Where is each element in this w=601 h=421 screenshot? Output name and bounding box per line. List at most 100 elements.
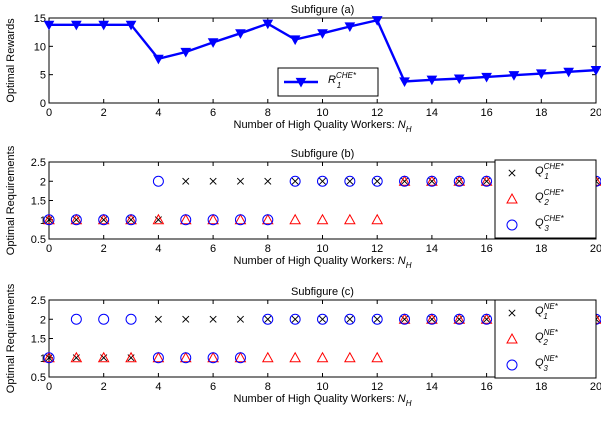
data-point <box>480 175 493 186</box>
y-tick-label: 0.5 <box>31 234 46 246</box>
data-point <box>399 77 410 87</box>
series-3 <box>43 175 601 226</box>
data-point <box>153 54 164 65</box>
data-point <box>317 175 328 187</box>
legend-marker <box>508 169 516 177</box>
data-point <box>289 313 301 325</box>
x-axis-label: Number of High Quality Workers: NH <box>234 255 412 270</box>
x-tick-label: 0 <box>46 107 52 119</box>
legend-label: RCHE* 1 <box>328 71 357 90</box>
data-point <box>398 313 411 324</box>
data-point <box>563 67 574 78</box>
x-tick-label: 20 <box>590 381 601 393</box>
data-point <box>152 351 165 363</box>
data-point <box>344 313 356 325</box>
data-point <box>125 214 137 226</box>
data-point <box>426 313 438 325</box>
series-3 <box>43 313 601 364</box>
data-point <box>179 351 192 363</box>
x-tick-label: 18 <box>535 243 547 255</box>
x-tick-label: 0 <box>46 381 52 393</box>
data-point <box>125 213 137 225</box>
y-tick-label: 1 <box>40 353 46 365</box>
data-point <box>152 175 164 187</box>
data-point <box>207 214 219 226</box>
series-1 <box>45 315 600 362</box>
data-point <box>453 175 466 186</box>
data-point <box>344 22 356 33</box>
data-point <box>453 313 466 324</box>
data-point <box>317 313 328 325</box>
y-tick-label: 2 <box>40 176 46 188</box>
data-point <box>70 351 83 363</box>
x-tick-label: 4 <box>155 107 161 119</box>
data-point <box>98 214 110 226</box>
data-point <box>346 315 354 323</box>
legend-marker <box>295 77 307 88</box>
x-tick-label: 14 <box>426 243 438 255</box>
data-point <box>125 20 137 31</box>
x-tick-label: 10 <box>316 243 328 255</box>
data-point <box>125 313 137 325</box>
data-point <box>234 351 247 363</box>
legend-label: QNE* 3 <box>535 354 559 373</box>
data-point <box>344 175 356 187</box>
x-tick-label: 6 <box>210 107 216 119</box>
legend-marker <box>506 359 518 371</box>
y-tick-label: 10 <box>34 41 46 53</box>
data-point <box>371 351 384 363</box>
data-point <box>98 313 110 325</box>
data-point <box>97 213 110 225</box>
subfigure-c: 0 2 4 6 8 10 12 14 16 18 20 0.5 1 1.5 2 2.5 Subfigure (c… <box>5 283 601 408</box>
data-point <box>180 47 192 58</box>
legend: QNE* 1 QNE* 2 QNE* 3 <box>494 299 597 379</box>
data-point <box>262 313 274 325</box>
data-point <box>317 29 328 39</box>
data-point <box>43 351 55 363</box>
x-tick-label: 20 <box>590 107 601 119</box>
data-point <box>182 315 190 323</box>
x-axis-label: Number of High Quality Workers: NH <box>234 119 412 134</box>
data-point <box>373 177 381 185</box>
data-point <box>289 35 301 46</box>
data-point <box>371 175 383 187</box>
data-point <box>43 213 55 225</box>
data-point <box>71 20 82 31</box>
data-point <box>262 19 274 30</box>
y-tick-label: 1.5 <box>31 196 46 208</box>
y-tick-label: 2 <box>40 314 46 326</box>
x-tick-label: 12 <box>371 381 383 393</box>
data-point <box>535 69 547 80</box>
legend-label: QNE* 2 <box>535 328 559 347</box>
data-point <box>453 175 465 187</box>
data-point <box>236 177 245 185</box>
x-tick-label: 8 <box>265 243 271 255</box>
data-point <box>235 29 246 39</box>
data-point <box>508 71 520 81</box>
data-point <box>180 352 192 364</box>
data-point <box>344 213 356 225</box>
data-point <box>399 313 411 325</box>
series-2 <box>43 175 601 225</box>
data-point <box>207 213 219 225</box>
legend-marker <box>506 192 518 204</box>
data-point <box>481 313 493 325</box>
data-point <box>453 313 465 325</box>
x-tick-label: 14 <box>426 107 438 119</box>
x-tick-label: 8 <box>265 107 271 119</box>
data-point <box>289 351 301 363</box>
data-point <box>398 175 411 186</box>
data-point <box>261 351 274 363</box>
chart-title: Subfigure (b) <box>291 148 355 160</box>
subfigure-b: 0 2 4 6 8 10 12 14 16 18 20 0.5 1 1.5 2 2.5 Subfigure (b… <box>5 145 601 270</box>
chart-title: Subfigure (a) <box>291 4 355 16</box>
legend-marker <box>506 219 518 231</box>
legend-label: QCHE* 3 <box>535 214 564 233</box>
legend-label: QCHE* 1 <box>535 162 564 181</box>
y-tick-label: 0.5 <box>31 372 46 384</box>
data-point <box>180 214 192 226</box>
data-point <box>70 213 83 225</box>
legend: QCHE* 1 QCHE* 2 QCHE* 3 <box>494 159 597 239</box>
data-point <box>264 315 272 323</box>
